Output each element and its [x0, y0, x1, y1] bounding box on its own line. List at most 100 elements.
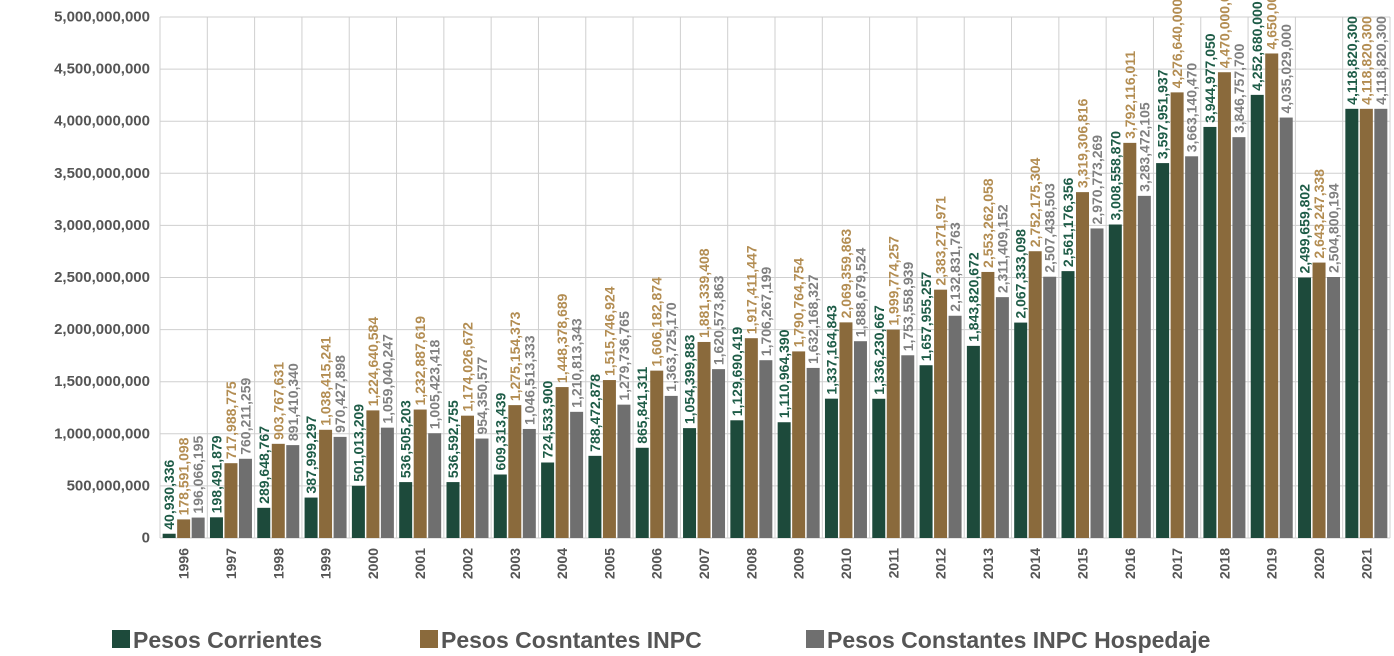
legend-swatch	[420, 630, 438, 648]
x-tick-label: 2021	[1358, 548, 1374, 579]
bar	[806, 367, 820, 538]
x-tick-label: 2000	[365, 548, 381, 579]
value-label: 1,279,736,765	[616, 311, 632, 401]
value-label: 4,118,820,300	[1358, 16, 1374, 105]
value-label: 1,606,182,874	[649, 277, 665, 367]
value-label: 1,046,513,333	[521, 335, 537, 425]
value-label: 724,533,900	[540, 380, 556, 458]
value-label: 3,846,757,700	[1231, 43, 1247, 133]
value-label: 1,129,690,419	[729, 327, 745, 417]
value-label: 1,657,955,257	[918, 271, 934, 361]
bar	[177, 519, 191, 538]
bar	[1359, 108, 1373, 539]
x-tick-label: 2010	[838, 548, 854, 579]
value-label: 865,841,311	[634, 366, 650, 443]
x-tick-label: 2005	[601, 548, 617, 579]
bar	[602, 380, 616, 538]
value-label: 970,427,898	[332, 355, 348, 433]
value-label: 1,790,764,754	[791, 258, 807, 348]
value-label: 1,038,415,241	[318, 336, 334, 426]
bar	[1043, 276, 1057, 538]
value-label: 4,252,680,000	[1249, 1, 1265, 91]
y-tick-label: 1,500,000,000	[54, 373, 150, 390]
bar	[380, 427, 394, 538]
value-label: 1,110,964,390	[776, 329, 792, 418]
bar	[428, 433, 442, 538]
x-tick-label: 2015	[1075, 548, 1091, 579]
value-label: 178,591,098	[176, 437, 192, 515]
value-label: 2,553,262,058	[980, 178, 996, 268]
bar	[934, 289, 948, 538]
bar	[1327, 276, 1341, 538]
bar	[1156, 163, 1170, 538]
bar	[853, 341, 867, 538]
value-label: 2,067,333,098	[1013, 229, 1029, 319]
x-tick-label: 2020	[1311, 548, 1327, 579]
bar	[948, 315, 962, 538]
bar	[333, 436, 347, 538]
value-label: 1,337,164,843	[823, 305, 839, 395]
value-label: 1,753,558,939	[900, 262, 916, 352]
bar	[522, 428, 536, 538]
bar	[1185, 156, 1199, 538]
value-label: 40,930,336	[161, 459, 177, 529]
value-label: 1,515,746,924	[601, 286, 617, 376]
x-tick-label: 2008	[743, 548, 759, 579]
bar	[162, 533, 176, 538]
value-label: 1,210,813,343	[569, 318, 585, 408]
x-tick-label: 2001	[412, 548, 428, 579]
bar	[588, 455, 602, 538]
value-label: 4,118,820,300	[1344, 16, 1360, 105]
bar	[224, 463, 238, 538]
legend-label: Pesos Constantes INPC Hospedaje	[827, 627, 1210, 653]
y-tick-label: 4,000,000,000	[54, 113, 150, 130]
value-label: 501,013,209	[350, 404, 366, 482]
value-label: 891,410,340	[285, 363, 301, 441]
value-label: 4,650,000,000	[1264, 0, 1280, 49]
x-tick-label: 2009	[791, 548, 807, 579]
bar	[792, 351, 806, 538]
value-label: 1,336,230,667	[871, 305, 887, 395]
bar	[759, 360, 773, 538]
x-tick-label: 2012	[933, 548, 949, 579]
y-tick-label: 2,000,000,000	[54, 321, 150, 338]
bar	[1014, 322, 1028, 538]
bar	[1090, 228, 1104, 538]
value-label: 2,132,831,763	[947, 222, 963, 312]
y-tick-label: 500,000,000	[67, 477, 150, 494]
bar	[493, 474, 507, 538]
bar	[712, 369, 726, 538]
value-label: 198,491,879	[208, 435, 224, 513]
value-label: 3,663,140,470	[1184, 63, 1200, 153]
value-label: 536,592,755	[445, 400, 461, 478]
bar	[271, 443, 285, 538]
bar	[319, 429, 333, 538]
x-tick-label: 2007	[696, 548, 712, 579]
bar	[366, 410, 380, 538]
value-label: 788,472,878	[587, 374, 603, 452]
bar	[238, 458, 252, 538]
bar	[1298, 277, 1312, 538]
value-label: 1,059,040,247	[379, 334, 395, 424]
x-tick-label: 2014	[1027, 548, 1043, 579]
value-label: 1,005,423,418	[427, 339, 443, 429]
value-label: 1,448,378,689	[554, 293, 570, 383]
bar	[886, 329, 900, 538]
value-label: 4,276,640,000	[1169, 0, 1185, 88]
bar	[1250, 94, 1264, 539]
x-tick-label: 1997	[223, 548, 239, 579]
value-label: 2,752,175,304	[1027, 157, 1043, 247]
bar	[209, 517, 223, 538]
bar	[966, 345, 980, 538]
x-tick-label: 2013	[980, 548, 996, 579]
bar	[570, 411, 584, 538]
value-label: 1,232,887,619	[412, 316, 428, 406]
bar	[635, 447, 649, 538]
value-label: 3,008,558,870	[1107, 131, 1123, 221]
bar	[839, 322, 853, 538]
legend-swatch	[806, 630, 824, 648]
y-tick-label: 1,000,000,000	[54, 425, 150, 442]
bar	[683, 428, 697, 538]
bar	[413, 409, 427, 538]
